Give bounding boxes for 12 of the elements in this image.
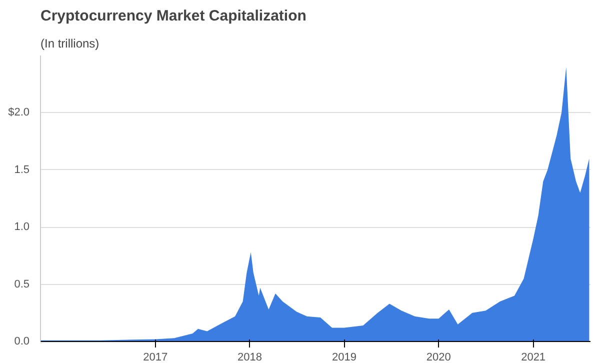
y-tick-label: 1.0 — [14, 221, 30, 234]
y-tick-label: 1.5 — [14, 164, 30, 176]
chart-title: Cryptocurrency Market Capitalization — [40, 8, 306, 24]
y-tick-label: 0.0 — [14, 336, 30, 348]
x-tick-label: 2019 — [332, 352, 356, 363]
chart-subtitle: (In trillions) — [40, 36, 100, 50]
x-tick-label: 2021 — [521, 352, 546, 363]
x-tick-label: 2017 — [143, 352, 168, 363]
x-tick-label: 2020 — [426, 352, 451, 363]
y-tick-label: 0.5 — [14, 278, 30, 290]
x-tick-label: 2018 — [238, 352, 262, 363]
y-tick-label: $2.0 — [8, 106, 30, 119]
